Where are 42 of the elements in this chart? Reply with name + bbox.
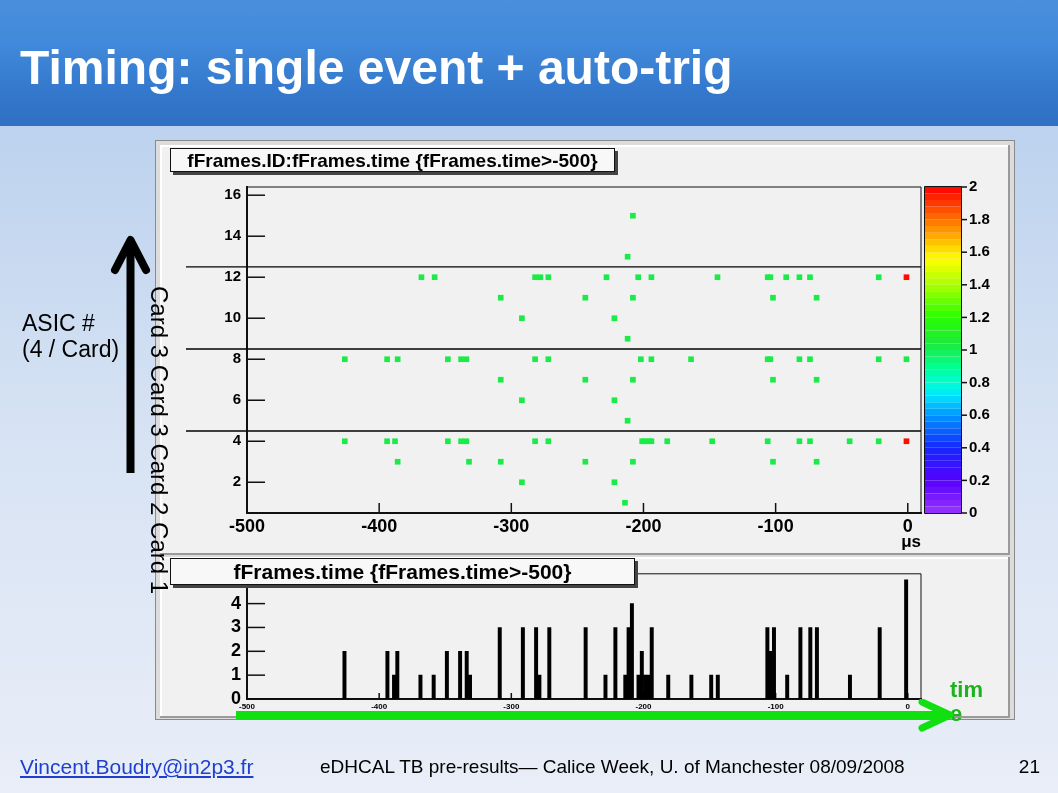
color-bar-label: 1.2	[969, 307, 990, 325]
text: 21	[1018, 756, 1040, 777]
y-tick-label: 16	[224, 185, 241, 203]
y-tick-label: 2	[232, 472, 241, 490]
chart-subtitle: fFrames.ID:fFrames.time {fFrames.time>-500}	[187, 149, 598, 171]
color-bar-label: 1	[969, 340, 978, 358]
text: Card 3 Card 3 Card 2 Card 1	[146, 286, 173, 595]
color-bar-label: 0.4	[969, 437, 991, 455]
chart-title: Timing: single event + auto-trig	[20, 41, 733, 94]
color-bar-label: 0.2	[969, 470, 990, 488]
color-bar-label: 0	[969, 503, 978, 521]
text: Vincent.Boudry@in2p3.fr	[20, 755, 254, 778]
x-tick-label: 0	[905, 702, 911, 711]
text: eDHCAL TB pre-results— Calice Week, U. of Manchester 08/09/2008	[320, 756, 905, 777]
color-bar-label: 2	[969, 177, 978, 195]
y-tick-label: 8	[232, 349, 241, 367]
color-bar-label: 0.8	[969, 372, 990, 390]
y-axis-title: ASIC # (4 / Card)	[22, 310, 120, 363]
x-tick-label: -200	[625, 515, 662, 536]
color-bar-label: 0.6	[969, 405, 990, 423]
x-tick-label: -500	[228, 515, 266, 536]
x-tick-label: -100	[767, 702, 785, 711]
x-tick-label: -400	[371, 702, 388, 711]
y-tick-label: 10	[224, 308, 241, 326]
y-tick-label: 3	[230, 616, 241, 637]
y-tick-label: 1	[230, 664, 241, 685]
y-tick-label: 4	[230, 592, 241, 613]
x-tick-label: -400	[361, 515, 398, 536]
y-tick-label: 14	[224, 226, 242, 244]
x-tick-label: -500	[238, 702, 256, 711]
x-tick-label: -100	[757, 515, 794, 536]
y-tick-label: 6	[232, 390, 241, 408]
y-tick-label: 2	[230, 640, 241, 661]
color-bar-label: 1.6	[969, 242, 990, 260]
chart-title: fFrames.time {fFrames.time>-500}	[233, 560, 572, 583]
x-tick-label: -300	[493, 515, 530, 536]
x-tick-label: -300	[503, 702, 520, 711]
color-bar-label: 1.8	[969, 209, 990, 227]
y-tick-label: 12	[224, 267, 241, 285]
y-tick-label: 4	[232, 431, 242, 449]
x-tick-label: -200	[635, 702, 653, 711]
color-bar-label: 1.4	[969, 274, 991, 292]
